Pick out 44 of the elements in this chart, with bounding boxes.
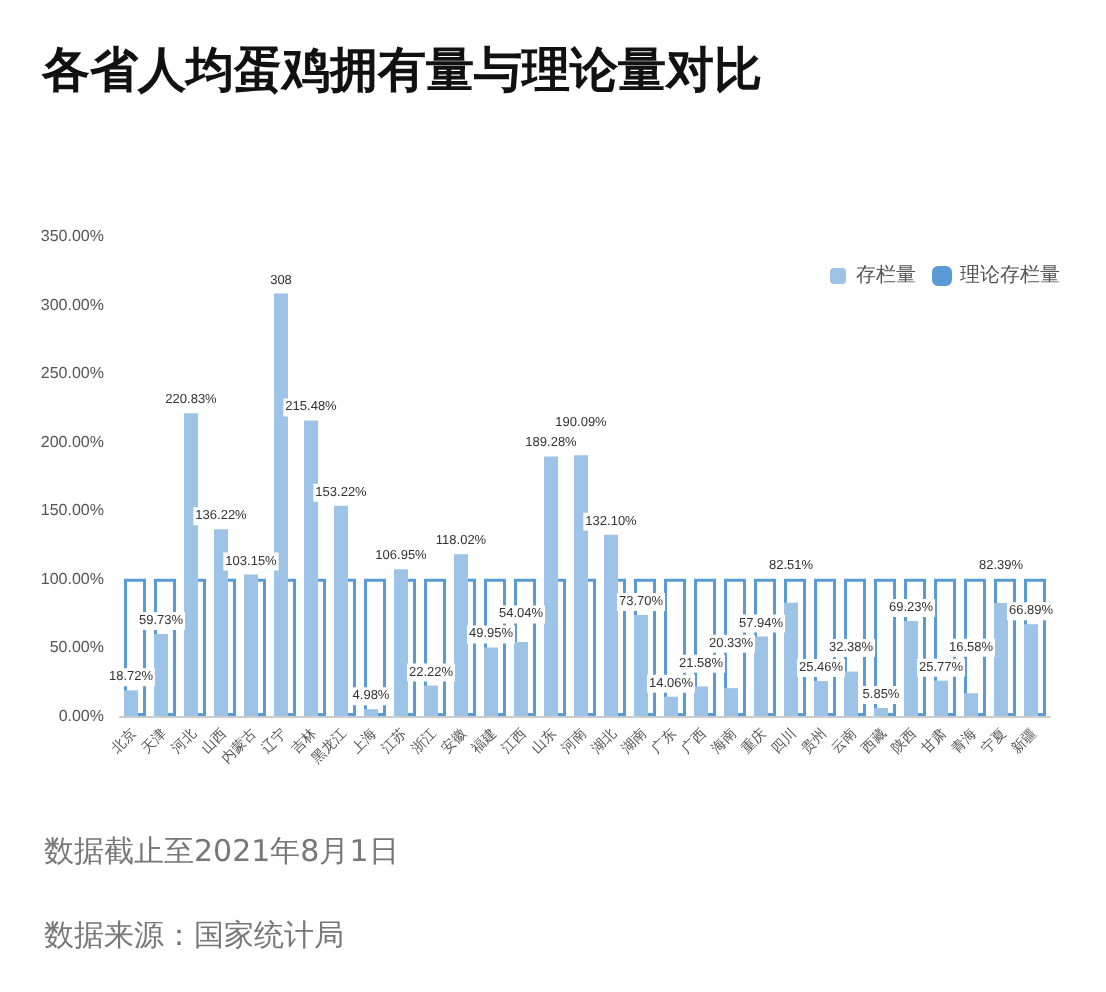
bar: [604, 534, 618, 716]
y-tick-label: 150.00%: [40, 501, 104, 520]
bar: [484, 647, 498, 716]
legend-label: 存栏量: [856, 263, 916, 287]
bar: [184, 413, 198, 716]
bar: [784, 602, 798, 716]
bar: [154, 634, 168, 716]
legend-label: 理论存栏量: [960, 263, 1060, 287]
y-tick-label: 350.00%: [40, 227, 104, 245]
y-tick-label: 300.00%: [40, 295, 104, 314]
y-tick-label: 200.00%: [40, 432, 104, 451]
y-tick-label: 250.00%: [40, 364, 104, 383]
bar: [334, 505, 348, 716]
y-tick-label: 50.00%: [49, 638, 104, 657]
bar: [754, 636, 768, 716]
source-note: 数据来源：国家统计局: [44, 917, 344, 953]
bar: [514, 641, 528, 716]
bar: [214, 529, 228, 716]
y-tick-label: 0.00%: [58, 707, 104, 725]
text: 数据截止至2021年8月1日: [44, 833, 399, 869]
bar: [544, 456, 558, 716]
bar: [304, 420, 318, 716]
bar: [904, 621, 918, 716]
bar: [574, 455, 588, 716]
y-tick-label: 100.00%: [40, 569, 104, 588]
bar: [634, 614, 648, 716]
bar: [274, 293, 288, 716]
bar: [724, 688, 738, 716]
bar: [394, 569, 408, 716]
bar: [994, 603, 1008, 716]
bar: [664, 696, 678, 716]
bar: [124, 690, 138, 716]
bar: [874, 707, 888, 716]
bar: [694, 686, 708, 716]
bar: [244, 574, 258, 716]
bar: [1024, 624, 1038, 716]
bar: [424, 685, 438, 716]
bar: [454, 554, 468, 716]
bar: [814, 681, 828, 716]
chart-title: 各省人均蛋鸡拥有量与理论量对比: [40, 42, 762, 98]
bar: [364, 709, 378, 716]
bar: [934, 680, 948, 716]
bar: [844, 671, 858, 716]
bar: [964, 693, 978, 716]
